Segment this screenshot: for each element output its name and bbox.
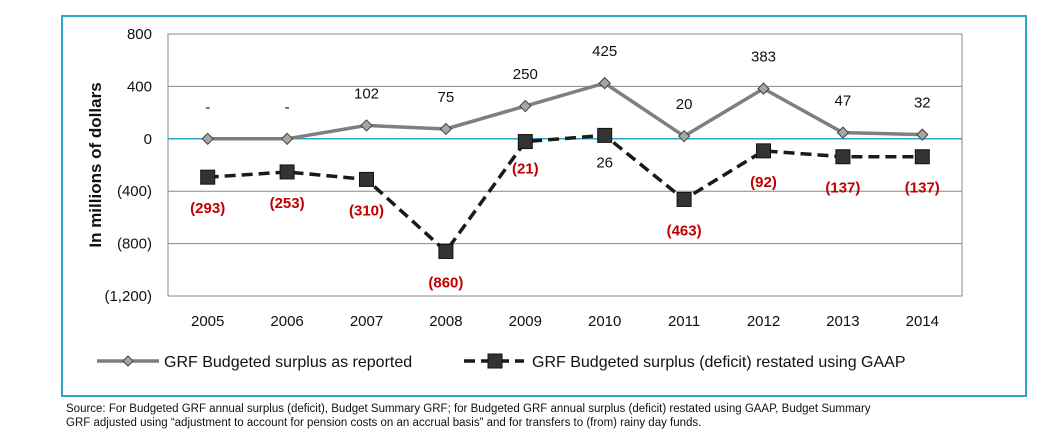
gaap-data-label: (310) bbox=[349, 202, 384, 219]
y-tick-label: (800) bbox=[117, 236, 152, 253]
source-footnote-line-2: GRF adjusted using “adjustment to accoun… bbox=[66, 417, 702, 429]
gaap-data-label: (293) bbox=[190, 200, 225, 217]
gaap-data-label: (21) bbox=[512, 161, 539, 178]
gaap-point bbox=[359, 171, 374, 187]
reported-data-label: 383 bbox=[751, 49, 776, 66]
reported-data-label: 425 bbox=[592, 43, 617, 60]
reported-point bbox=[439, 122, 453, 136]
gaap-point bbox=[279, 164, 295, 180]
reported-data-label: 102 bbox=[354, 85, 379, 102]
reported-point bbox=[916, 128, 929, 141]
gaap-point bbox=[438, 243, 454, 259]
reported-point bbox=[360, 119, 373, 132]
gaap-point bbox=[517, 134, 533, 150]
series-gaap-line bbox=[207, 133, 923, 255]
gaap-data-label: (137) bbox=[825, 180, 860, 197]
gaap-data-label: (860) bbox=[428, 274, 463, 291]
x-tick-label: 2011 bbox=[668, 313, 700, 330]
legend-gaap-square-icon bbox=[487, 353, 503, 369]
chart-frame: 800 400 0 (400) (800) (1,200) 2005 2006 2007 2008… bbox=[61, 15, 1027, 397]
reported-point bbox=[757, 82, 770, 95]
reported-point bbox=[201, 132, 214, 146]
y-tick-label: 800 bbox=[127, 26, 152, 43]
gaap-point bbox=[756, 143, 771, 159]
gaap-data-label: 26 bbox=[596, 154, 613, 171]
gaap-data-label: (253) bbox=[270, 195, 305, 212]
gaap-point bbox=[835, 149, 851, 165]
reported-data-label: - bbox=[285, 99, 290, 116]
reported-point bbox=[519, 99, 532, 113]
gaap-data-label: (137) bbox=[905, 180, 940, 197]
gaap-point bbox=[200, 169, 216, 185]
y-tick-label: (1,200) bbox=[104, 288, 152, 305]
x-tick-label: 2007 bbox=[350, 313, 383, 330]
legend-gaap-label: GRF Budgeted surplus (deficit) restated … bbox=[532, 354, 906, 371]
source-footnote: Source: For Budgeted GRF annual surplus … bbox=[66, 402, 1041, 430]
y-tick-label: 400 bbox=[127, 78, 152, 95]
source-footnote-line-1: Source: For Budgeted GRF annual surplus … bbox=[66, 403, 871, 415]
reported-point bbox=[836, 126, 850, 139]
x-tick-label: 2013 bbox=[826, 313, 859, 330]
y-tick-label: 0 bbox=[144, 131, 152, 148]
x-tick-label: 2014 bbox=[906, 313, 939, 330]
gaap-point bbox=[597, 127, 613, 143]
y-axis-title: In millions of dollars bbox=[86, 82, 105, 247]
line-chart: 800 400 0 (400) (800) (1,200) 2005 2006 2007 2008… bbox=[86, 26, 963, 371]
reported-point bbox=[598, 76, 611, 90]
x-tick-label: 2006 bbox=[270, 313, 303, 330]
x-tick-label: 2009 bbox=[509, 313, 542, 330]
series-reported-line bbox=[207, 81, 923, 141]
gaap-point bbox=[676, 191, 692, 207]
x-tick-label: 2008 bbox=[429, 313, 462, 330]
x-tick-label: 2010 bbox=[588, 313, 621, 330]
x-tick-label: 2005 bbox=[191, 313, 224, 330]
gaap-point bbox=[914, 149, 930, 165]
reported-data-label: 75 bbox=[438, 89, 455, 106]
reported-point bbox=[280, 132, 294, 146]
reported-data-label: - bbox=[205, 99, 210, 116]
reported-data-label: 250 bbox=[513, 66, 538, 83]
reported-data-label: 47 bbox=[835, 93, 852, 110]
reported-data-label: 20 bbox=[676, 96, 693, 113]
reported-data-label: 32 bbox=[914, 95, 931, 112]
reported-point bbox=[677, 129, 691, 143]
legend-reported-diamond-icon bbox=[122, 355, 134, 367]
gaap-data-label: (92) bbox=[750, 174, 777, 191]
y-tick-label: (400) bbox=[117, 183, 152, 200]
gaap-data-label: (463) bbox=[667, 222, 702, 239]
x-tick-label: 2012 bbox=[747, 313, 780, 330]
legend-reported-label: GRF Budgeted surplus as reported bbox=[164, 354, 412, 371]
